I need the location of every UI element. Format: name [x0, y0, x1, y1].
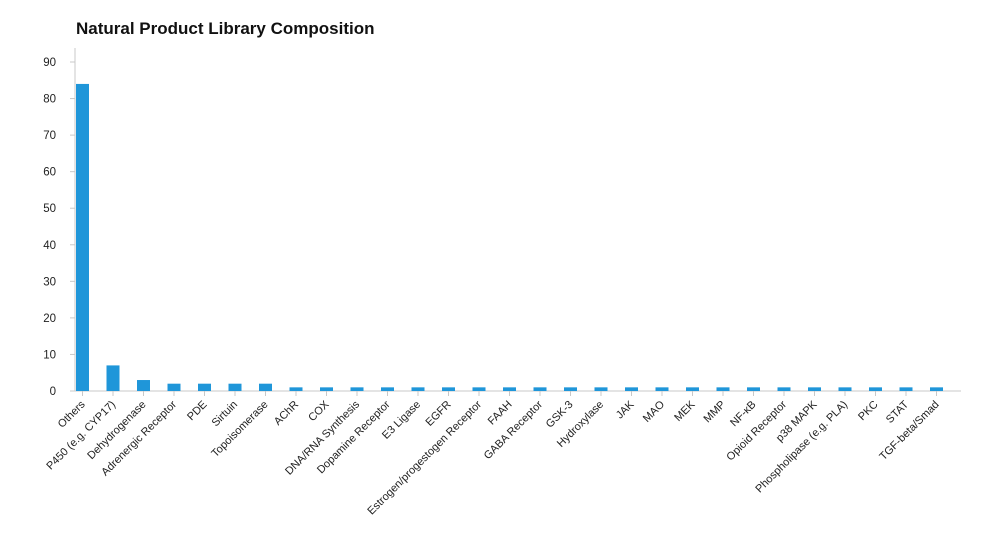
bar-12 — [442, 387, 455, 391]
x-category-label: MMP — [701, 399, 728, 426]
y-tick-label: 90 — [43, 57, 56, 69]
bar-23 — [777, 387, 791, 391]
bar-27 — [899, 387, 913, 391]
bar-26 — [869, 387, 882, 391]
bar-9 — [350, 387, 364, 391]
bar-14 — [503, 387, 516, 391]
bar-6 — [259, 383, 272, 391]
x-category-label: Topoisomerase — [209, 399, 270, 460]
bar-11 — [411, 387, 425, 391]
y-tick-label: 60 — [43, 167, 56, 179]
bar-15 — [533, 387, 547, 391]
y-tick-label: 20 — [43, 313, 56, 325]
y-tick-label: 80 — [43, 94, 56, 106]
bar-28 — [930, 387, 943, 391]
x-category-label: MEK — [672, 398, 698, 424]
bar-25 — [838, 387, 852, 391]
y-tick-label: 30 — [43, 276, 56, 288]
bar-5 — [228, 383, 242, 391]
bar-22 — [747, 387, 760, 391]
x-category-label: STAT — [884, 398, 911, 425]
bar-2 — [137, 380, 150, 391]
bar-3 — [167, 383, 181, 391]
bar-0 — [76, 83, 89, 391]
bar-7 — [289, 387, 303, 391]
bar-13 — [472, 387, 486, 391]
chart-title: Natural Product Library Composition — [76, 19, 375, 38]
bar-4 — [198, 383, 211, 391]
x-category-label: AChR — [272, 399, 301, 428]
y-tick-label: 10 — [43, 349, 56, 361]
bar-24 — [808, 387, 821, 391]
x-category-label: MAO — [641, 398, 668, 425]
x-category-label: COX — [306, 398, 332, 424]
x-category-label: JAK — [614, 398, 637, 421]
x-category-label: PDE — [185, 399, 209, 423]
bar-8 — [320, 387, 333, 391]
y-tick-label: 70 — [43, 130, 56, 142]
x-category-label: FAAH — [486, 399, 515, 428]
bar-19 — [655, 387, 669, 391]
bar-18 — [625, 387, 638, 391]
y-tick-label: 40 — [43, 240, 56, 252]
bar-17 — [594, 387, 608, 391]
y-tick-label: 0 — [50, 386, 56, 398]
bar-1 — [106, 365, 120, 391]
x-category-label: PKC — [856, 399, 881, 424]
bar-10 — [381, 387, 394, 391]
bar-21 — [716, 387, 730, 391]
bar-20 — [686, 387, 699, 391]
y-tick-label: 50 — [43, 203, 56, 215]
bar-16 — [564, 387, 577, 391]
